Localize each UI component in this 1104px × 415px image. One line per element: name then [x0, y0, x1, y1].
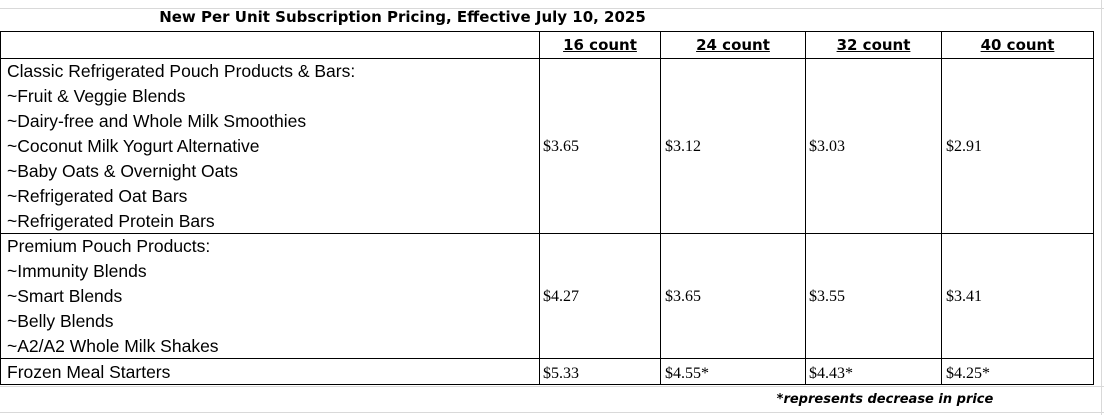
footnote: *represents decrease in price: [776, 392, 994, 407]
price-cell: $2.91: [946, 138, 982, 155]
product-line-item: ~Belly Blends: [7, 311, 114, 331]
product-category-label: Premium Pouch Products:: [7, 236, 211, 256]
column-header-24: 24 count: [696, 36, 770, 54]
product-category-label: Classic Refrigerated Pouch Products & Ba…: [7, 61, 356, 81]
page-title: New Per Unit Subscription Pricing, Effec…: [159, 8, 646, 26]
product-line-item: ~Immunity Blends: [7, 261, 147, 281]
price-cell: $4.27: [543, 288, 579, 305]
price-cell: $4.55*: [665, 365, 709, 382]
price-cell: $4.43*: [809, 365, 853, 382]
price-cell: $3.03: [809, 138, 845, 155]
product-line-item: ~Refrigerated Oat Bars: [7, 186, 188, 206]
product-category-label: Frozen Meal Starters: [7, 362, 171, 382]
product-line-item: ~Coconut Milk Yogurt Alternative: [7, 136, 260, 156]
price-cell: $5.33: [543, 365, 579, 382]
price-cell: $4.25*: [946, 365, 990, 382]
product-line-item: ~Smart Blends: [7, 286, 123, 306]
product-line-item: ~A2/A2 Whole Milk Shakes: [7, 336, 219, 356]
column-header-16: 16 count: [563, 36, 637, 54]
column-header-40: 40 count: [980, 36, 1055, 54]
product-line-item: ~Baby Oats & Overnight Oats: [7, 161, 239, 181]
product-line-item: ~Fruit & Veggie Blends: [7, 86, 186, 106]
price-cell: $3.12: [665, 138, 701, 155]
price-cell: $3.41: [946, 288, 982, 305]
product-line-item: ~Dairy-free and Whole Milk Smoothies: [7, 111, 307, 131]
price-cell: $3.65: [665, 288, 701, 305]
product-line-item: ~Refrigerated Protein Bars: [7, 211, 215, 231]
price-cell: $3.55: [809, 288, 845, 305]
price-cell: $3.65: [543, 138, 579, 155]
column-header-32: 32 count: [836, 36, 911, 54]
